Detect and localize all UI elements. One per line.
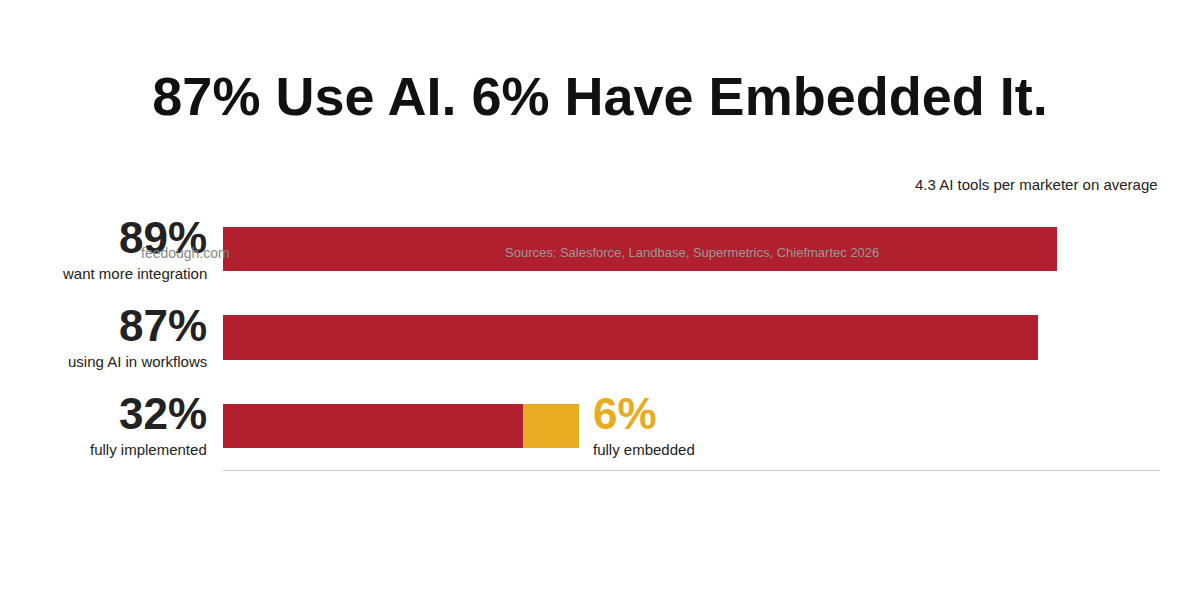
svg-text:want more integration: want more integration xyxy=(62,265,207,282)
svg-text:89%: 89% xyxy=(119,213,207,262)
svg-text:6%: 6% xyxy=(593,389,657,438)
svg-text:32%: 32% xyxy=(119,389,207,438)
svg-text:87% Use AI. 6% Have Embedded I: 87% Use AI. 6% Have Embedded It. xyxy=(152,66,1047,126)
svg-text:87%: 87% xyxy=(119,301,207,350)
svg-text:fully implemented: fully implemented xyxy=(90,441,207,458)
svg-text:using AI in workflows: using AI in workflows xyxy=(68,353,207,370)
svg-text:Sources: Salesforce, Landbase,: Sources: Salesforce, Landbase, Supermetr… xyxy=(505,245,879,260)
svg-text:fully embedded: fully embedded xyxy=(593,441,695,458)
svg-text:feedough.com: feedough.com xyxy=(141,245,230,261)
svg-text:4.3 AI tools per marketer on a: 4.3 AI tools per marketer on average xyxy=(915,176,1158,193)
